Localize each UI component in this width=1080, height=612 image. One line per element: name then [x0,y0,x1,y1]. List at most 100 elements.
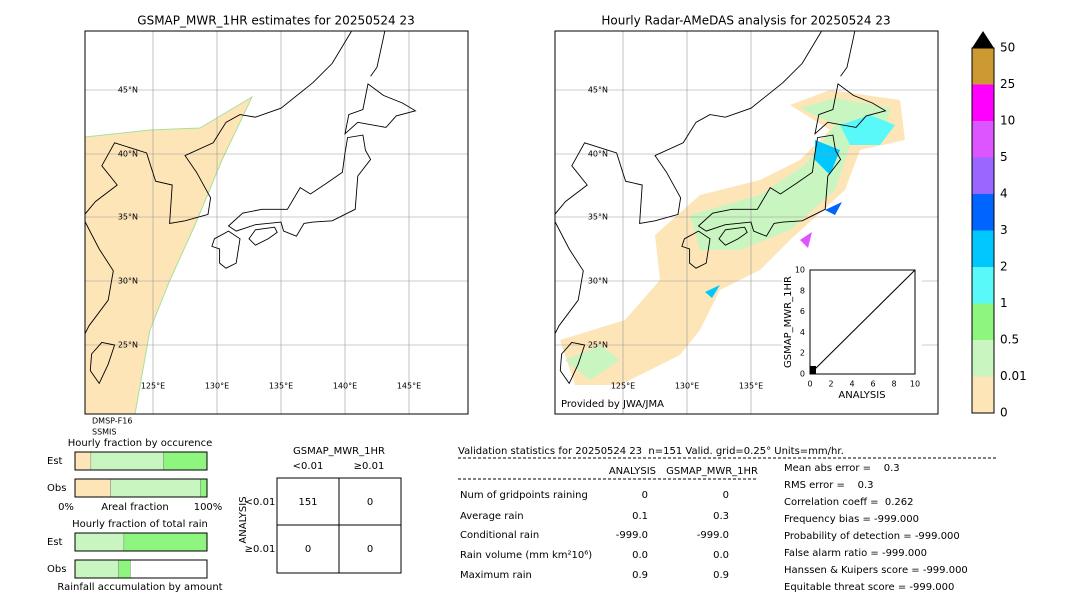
lat-label: 45°N [588,86,608,95]
map-frame [84,30,469,415]
row-label: ≥0.01 [245,544,276,555]
col-label: ≥0.01 [354,461,385,472]
lon-label: 130°E [205,382,229,391]
stat-label: Rain volume (mm km²10⁶) [460,550,592,561]
bar-frame [74,559,208,579]
inset-tick-label: 8 [891,380,896,389]
inset-tick-label: 10 [795,266,805,275]
map-frame [554,30,939,415]
panel-title: Hourly fraction by occurence [68,438,212,449]
bar-frame [74,451,208,471]
colorbar-segment [972,157,994,194]
inset-tick-label: 8 [800,286,805,295]
inset-bg [782,265,922,402]
inset-tick-label: 0 [800,370,805,379]
lat-label: 25°N [588,341,608,350]
column-header: GSMAP_MWR_1HR [666,466,758,477]
lon-label: 125°E [141,382,165,391]
col-label: <0.01 [293,461,324,472]
satellite: SSMIS [92,428,117,437]
stat-value: 0 [723,490,729,501]
bar-frame [74,532,208,552]
score: Hanssen & Kuipers score = -999.000 [784,565,968,576]
lat-label: 35°N [118,213,138,222]
left-title: GSMAP_MWR_1HR estimates for 20250524 23 [137,14,414,28]
inset-tick-label: 4 [849,380,854,389]
colorbar-segment [972,230,994,267]
coastline [227,134,372,237]
axis-label: 100% [194,502,223,513]
score: False alarm ratio = -999.000 [784,548,927,559]
colorbar-label: 50 [1000,41,1015,55]
coastline [370,31,386,77]
rain-area [705,285,720,298]
fraction-bar [74,532,125,552]
stat-value: -999.0 [697,530,729,541]
fraction-bar [118,559,131,579]
inset-tick-label: 0 [807,380,812,389]
row-label: <0.01 [245,497,276,508]
colorbar-label: 0.01 [1000,369,1027,383]
colorbar-label: 0.5 [1000,333,1019,347]
fraction-bar [123,532,208,552]
fraction-bar [163,451,208,471]
colorbar-segment [972,267,994,304]
coastline [559,341,586,385]
axis-label: Areal fraction [101,502,168,513]
row-label: Obs [47,564,66,575]
table-cell: 0 [305,544,311,555]
stat-value: 0.3 [713,511,729,522]
inset-tick-label: 6 [800,307,805,316]
lon-label: 135°E [739,382,763,391]
colorbar-segment [972,194,994,231]
stat-value: 0.0 [632,550,648,561]
stat-label: Average rain [460,511,524,522]
coastline [718,226,748,246]
coastline [248,226,278,246]
stat-value: 0.9 [713,570,729,581]
colorbar-segment [972,84,994,121]
stat-value: -999.0 [616,530,648,541]
colorbar-label: 0 [1000,406,1008,420]
coastline [85,31,352,335]
score: RMS error = 0.3 [784,480,874,491]
diagonal [809,269,916,375]
lat-label: 40°N [588,150,608,159]
colorbar-segment [972,48,994,85]
lat-label: 30°N [118,277,138,286]
score: Correlation coeff = 0.262 [784,497,914,508]
right-map [555,31,938,414]
colorbar-label: 2 [1000,260,1008,274]
lon-label: 135°E [269,382,293,391]
coastline [840,31,856,77]
fraction-bar [74,559,119,579]
stat-value: 0 [642,490,648,501]
colorbar-label: 25 [1000,77,1015,91]
stat-label: Conditional rain [460,530,539,541]
left-map [85,31,468,414]
stat-label: Num of gridpoints raining [460,490,588,501]
credit: Provided by JWA/JMA [561,399,664,410]
coastline [814,83,887,136]
fraction-bar [74,451,92,471]
inset-tick-label: 2 [828,380,833,389]
inset-xlabel: ANALYSIS [838,390,885,401]
colorbar-label: 10 [1000,114,1015,128]
coastline [681,230,711,269]
coastline [89,341,116,385]
inset-tick-label: 2 [800,349,805,358]
rain-area [825,202,842,215]
rain-area [840,115,895,145]
inset-ylabel: GSMAP_MWR_1HR [783,276,794,368]
score: Probability of detection = -999.000 [784,531,960,542]
coastlines [555,31,938,414]
coastline [344,83,417,136]
score: Equitable threat score = -999.000 [784,582,954,593]
row-label: Est [47,537,63,548]
lon-label: 125°E [611,382,635,391]
table-cell: 151 [298,497,317,508]
colorbar-label: 3 [1000,223,1008,237]
rain-area [800,232,812,248]
colorbar-label: 5 [1000,150,1008,164]
fraction-bar [74,478,111,498]
